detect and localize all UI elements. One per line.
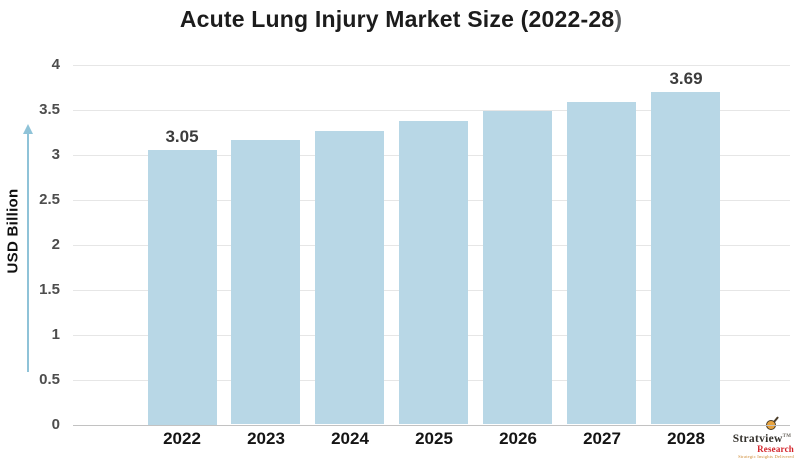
y-tick-label: 3.5 (39, 101, 60, 118)
x-tick-label-2028: 2028 (667, 429, 705, 448)
y-axis-arrow-up-icon (23, 124, 33, 134)
logo-sub-brand: Research (757, 444, 794, 454)
y-tick-label: 2 (51, 236, 60, 253)
bar-2026 (483, 111, 552, 424)
bar-2027 (567, 102, 636, 424)
bar-2023 (231, 140, 300, 424)
x-tick-label-2022: 2022 (163, 429, 201, 448)
y-tick-label: 4 (51, 56, 60, 73)
bar-2022 (148, 150, 217, 425)
bar-2024 (315, 131, 384, 424)
y-tick-label: 3 (51, 146, 60, 163)
x-tick-label-2026: 2026 (499, 429, 537, 448)
chart-title: Acute Lung Injury Market Size (2022-28) (0, 6, 802, 33)
y-tick-label: 0.5 (39, 371, 60, 388)
logo-brand-name: StratviewTM (732, 433, 792, 445)
x-tick-label-2023: 2023 (247, 429, 285, 448)
y-tick-label: 0 (51, 416, 60, 433)
y-axis-arrow-line (27, 133, 29, 372)
gridline (73, 110, 790, 111)
bar-value-label-2022: 3.05 (165, 127, 199, 146)
gridline (73, 65, 790, 66)
x-tick-label-2024: 2024 (331, 429, 369, 448)
trademark-symbol: TM (782, 434, 792, 440)
magnifier-icon (764, 414, 780, 430)
y-tick-label: 1 (51, 326, 60, 343)
bar-2028 (651, 92, 720, 424)
stratview-research-logo: StratviewTM Research Strategic Insights … (728, 414, 796, 459)
x-axis-line (73, 425, 790, 426)
chart-title-text: Acute Lung Injury Market Size (2022-28 (179, 6, 615, 32)
x-tick-label-2027: 2027 (583, 429, 621, 448)
y-tick-label: 2.5 (39, 191, 60, 208)
y-tick-label: 1.5 (39, 281, 60, 298)
chart-title-paren: ) (614, 6, 623, 32)
bar-2025 (399, 121, 468, 424)
x-tick-label-2025: 2025 (415, 429, 453, 448)
bar-value-label-2028: 3.69 (669, 69, 703, 88)
logo-tagline: Strategic Insights Delivered (738, 454, 794, 459)
